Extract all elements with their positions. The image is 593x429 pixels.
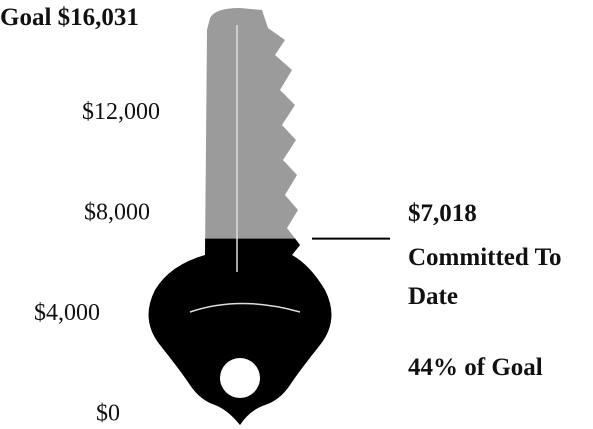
goal: Goal $16,031 (0, 0, 139, 36)
y-tick-label: $4,000 (34, 300, 100, 326)
key-ridge (189, 302, 301, 313)
y-tick-label: $12,000 (82, 99, 160, 125)
committed-value: $7,018 (408, 200, 477, 227)
key-fill (148, 238, 332, 425)
goal-label: Goal (0, 4, 52, 31)
key-hole (220, 358, 260, 398)
y-tick-label: $8,000 (84, 199, 150, 225)
goal-value: $16,031 (57, 4, 139, 31)
committed-label: Committed To Date (408, 244, 562, 310)
y-tick-label: $0 (96, 401, 120, 427)
percent-label: 44% of Goal (408, 354, 543, 381)
